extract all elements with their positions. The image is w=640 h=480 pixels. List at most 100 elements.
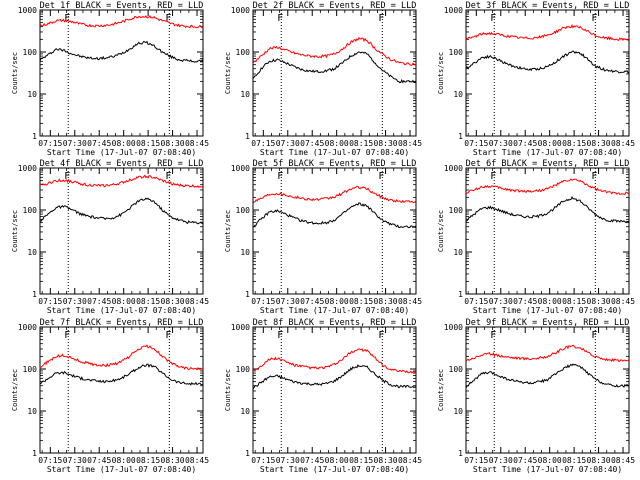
flare-marker: F xyxy=(64,13,70,24)
y-tick-label: 10 xyxy=(453,90,463,99)
lld-series-line xyxy=(465,344,630,363)
y-tick-label: 1 xyxy=(458,132,463,141)
x-tick-label: 08:15 xyxy=(349,456,373,465)
x-tick-label: 08:15 xyxy=(562,139,586,148)
x-axis-label: Start Time (17-Jul-07 07:08:40) xyxy=(47,148,196,157)
panel-title: Det 7f BLACK = Events, RED = LLD xyxy=(40,318,204,328)
x-tick-label: 07:15 xyxy=(251,456,275,465)
y-tick-label: 100 xyxy=(449,365,464,374)
events-series-line xyxy=(465,50,630,74)
y-tick-label: 1000 xyxy=(231,164,250,173)
x-tick-label: 07:45 xyxy=(513,139,537,148)
plot-frame xyxy=(39,326,204,454)
x-axis-label: Start Time (17-Jul-07 07:08:40) xyxy=(473,306,622,315)
flare-marker: F xyxy=(277,330,283,341)
flare-marker: F xyxy=(378,171,384,182)
y-tick-label: 1 xyxy=(245,449,250,458)
x-tick-label: 08:45 xyxy=(611,456,635,465)
x-tick-label: 07:30 xyxy=(489,139,513,148)
y-tick-label: 1 xyxy=(245,290,250,299)
y-tick-label: 10 xyxy=(27,90,37,99)
lld-series-line xyxy=(252,185,417,204)
x-tick-label: 08:45 xyxy=(398,456,422,465)
y-axis-label: Counts/sec xyxy=(224,369,232,411)
flare-marker: F xyxy=(378,330,384,341)
flare-marker: F xyxy=(64,171,70,182)
events-series-line xyxy=(39,40,204,64)
x-tick-label: 07:30 xyxy=(63,456,87,465)
x-tick-label: 08:45 xyxy=(611,297,635,306)
detector-panel-3: Det 3f BLACK = Events, RED = LLD 1 10 100 10… xyxy=(437,1,635,157)
x-tick-label: 08:15 xyxy=(136,139,160,148)
x-tick-label: 08:15 xyxy=(136,297,160,306)
x-tick-label: 08:45 xyxy=(398,139,422,148)
y-axis-label: Counts/sec xyxy=(437,369,445,411)
flare-marker: F xyxy=(591,171,597,182)
y-tick-label: 1000 xyxy=(231,323,250,332)
x-tick-label: 07:45 xyxy=(87,297,111,306)
x-tick-label: 08:45 xyxy=(185,297,209,306)
y-tick-label: 100 xyxy=(236,48,251,57)
panel-title: Det 8f BLACK = Events, RED = LLD xyxy=(253,318,417,328)
flare-marker: F xyxy=(490,171,496,182)
x-tick-label: 07:15 xyxy=(464,456,488,465)
y-tick-label: 1000 xyxy=(18,323,37,332)
x-axis-label: Start Time (17-Jul-07 07:08:40) xyxy=(473,465,622,474)
panel-title: Det 4f BLACK = Events, RED = LLD xyxy=(40,159,204,169)
panel-title: Det 5f BLACK = Events, RED = LLD xyxy=(253,159,417,169)
x-tick-label: 08:45 xyxy=(398,297,422,306)
y-tick-label: 1 xyxy=(32,290,37,299)
x-tick-label: 08:00 xyxy=(538,139,562,148)
y-tick-label: 1000 xyxy=(18,164,37,173)
x-tick-label: 07:45 xyxy=(87,456,111,465)
x-axis-label: Start Time (17-Jul-07 07:08:40) xyxy=(47,465,196,474)
y-tick-label: 10 xyxy=(240,248,250,257)
y-tick-label: 10 xyxy=(453,407,463,416)
x-tick-label: 08:00 xyxy=(325,139,349,148)
x-tick-label: 07:45 xyxy=(513,297,537,306)
x-tick-label: 07:30 xyxy=(276,297,300,306)
events-series-line xyxy=(39,197,204,225)
plot-frame xyxy=(39,167,204,295)
x-tick-label: 07:15 xyxy=(464,297,488,306)
x-tick-label: 07:45 xyxy=(300,297,324,306)
x-tick-label: 08:00 xyxy=(112,297,136,306)
flare-marker: F xyxy=(591,13,597,24)
detector-panel-1: Det 1f BLACK = Events, RED = LLD 1 10 100 10… xyxy=(11,1,209,157)
x-tick-label: 08:45 xyxy=(185,139,209,148)
panel-title: Det 1f BLACK = Events, RED = LLD xyxy=(40,1,204,11)
x-axis-label: Start Time (17-Jul-07 07:08:40) xyxy=(260,148,409,157)
y-tick-label: 10 xyxy=(453,248,463,257)
x-tick-label: 07:30 xyxy=(276,456,300,465)
plot-frame xyxy=(252,167,417,295)
y-tick-label: 1 xyxy=(458,290,463,299)
y-tick-label: 100 xyxy=(236,365,251,374)
y-tick-label: 1 xyxy=(32,449,37,458)
lld-series-line xyxy=(252,348,417,374)
y-tick-label: 1 xyxy=(245,132,250,141)
lld-series-line xyxy=(465,23,630,42)
plot-frame xyxy=(465,167,630,295)
panel-title: Det 3f BLACK = Events, RED = LLD xyxy=(466,1,630,11)
y-axis-label: Counts/sec xyxy=(11,52,19,94)
x-tick-label: 08:30 xyxy=(161,297,185,306)
events-series-line xyxy=(252,363,417,390)
detector-panel-5: Det 5f BLACK = Events, RED = LLD 1 10 100 10… xyxy=(224,159,422,315)
x-tick-label: 08:00 xyxy=(538,456,562,465)
detector-panel-8: Det 8f BLACK = Events, RED = LLD 1 10 100 10… xyxy=(224,318,422,474)
lld-series-line xyxy=(39,174,204,189)
x-tick-label: 07:30 xyxy=(276,139,300,148)
panel-title: Det 6f BLACK = Events, RED = LLD xyxy=(466,159,630,169)
x-tick-label: 08:45 xyxy=(185,456,209,465)
x-tick-label: 08:00 xyxy=(538,297,562,306)
x-tick-label: 08:15 xyxy=(136,456,160,465)
x-axis-label: Start Time (17-Jul-07 07:08:40) xyxy=(260,306,409,315)
x-tick-label: 08:30 xyxy=(587,456,611,465)
y-tick-label: 100 xyxy=(23,365,38,374)
flare-marker: F xyxy=(490,330,496,341)
x-tick-label: 08:45 xyxy=(611,139,635,148)
y-tick-label: 10 xyxy=(27,407,37,416)
detector-panel-6: Det 6f BLACK = Events, RED = LLD 1 10 100 10… xyxy=(437,159,635,315)
y-tick-label: 1000 xyxy=(444,164,463,173)
